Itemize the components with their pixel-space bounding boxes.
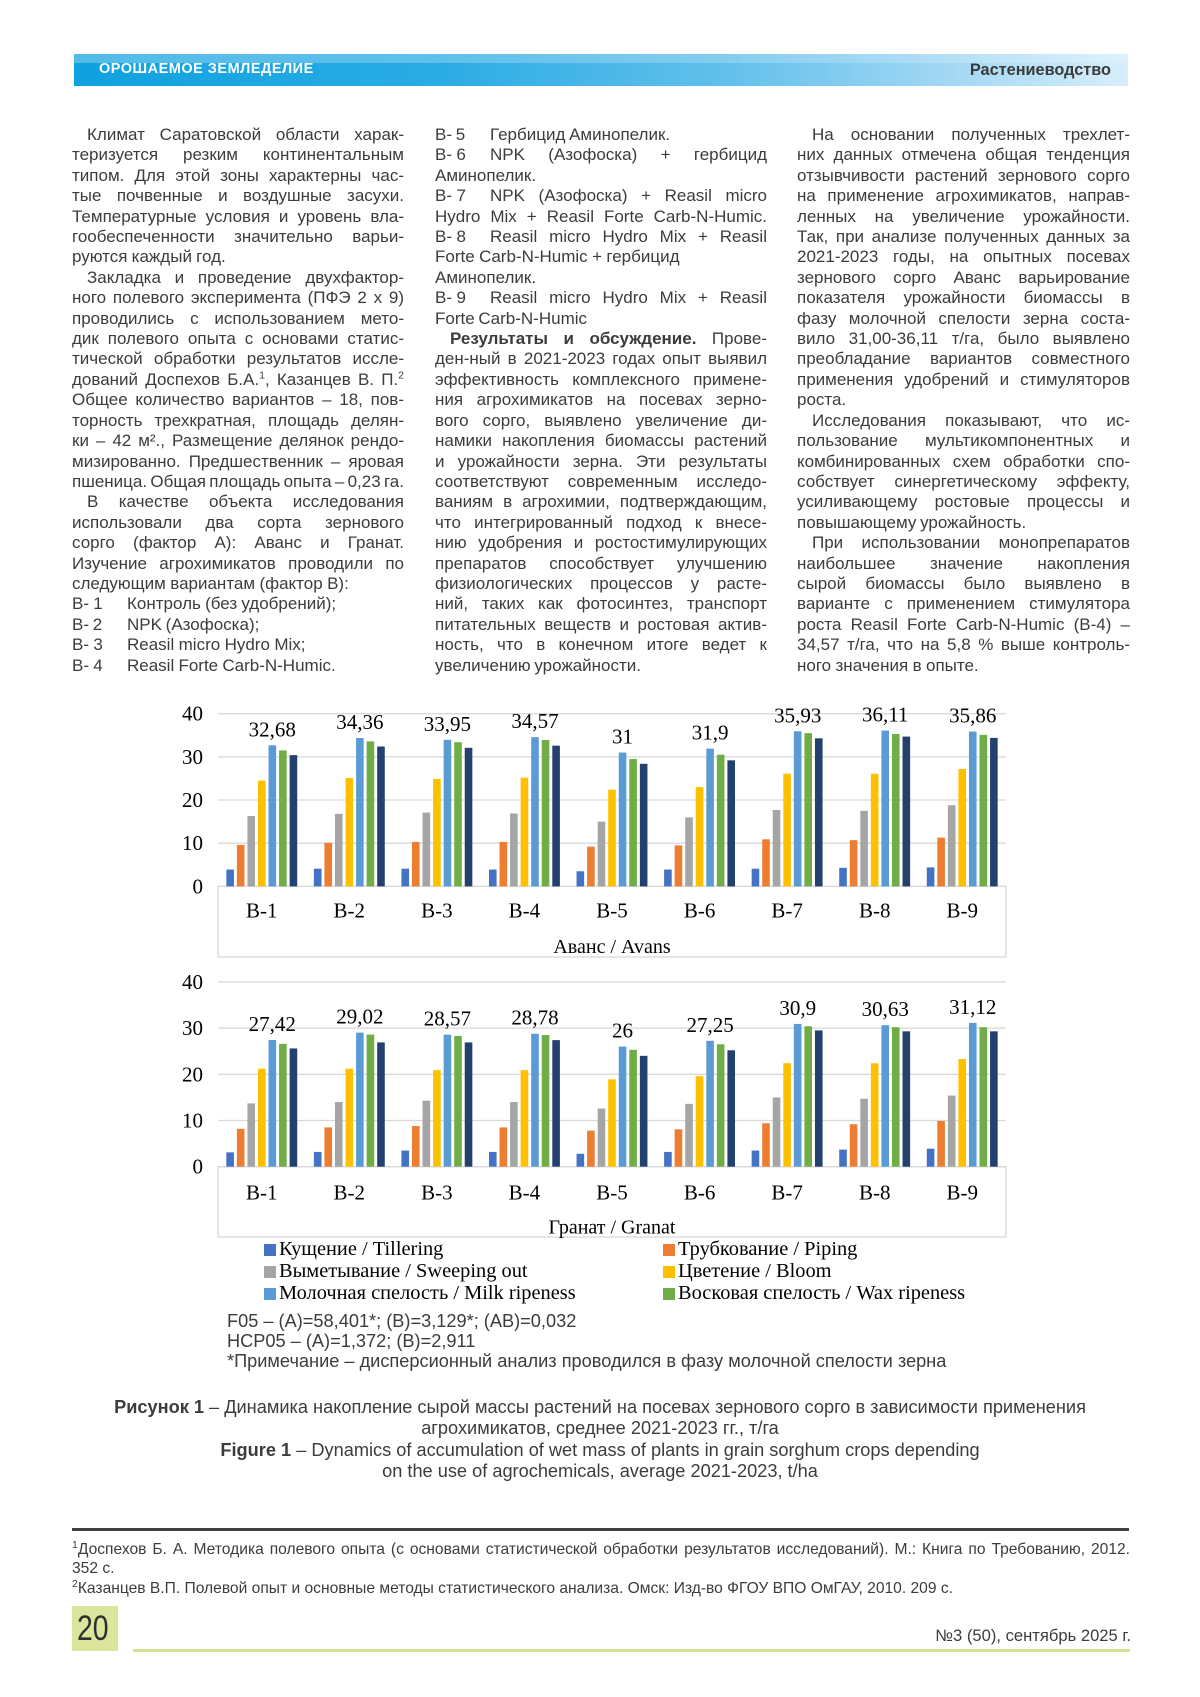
svg-text:В-9: В-9 bbox=[946, 1181, 978, 1205]
svg-text:27,25: 27,25 bbox=[686, 1013, 733, 1037]
svg-text:35,86: 35,86 bbox=[949, 704, 996, 728]
svg-text:20: 20 bbox=[182, 788, 203, 812]
svg-text:26: 26 bbox=[612, 1019, 633, 1043]
svg-text:В-7: В-7 bbox=[771, 899, 803, 923]
svg-text:В-3: В-3 bbox=[421, 1181, 453, 1205]
svg-text:В-6: В-6 bbox=[684, 899, 716, 923]
svg-text:Аванс / Avans: Аванс / Avans bbox=[553, 936, 670, 958]
svg-text:0: 0 bbox=[193, 874, 204, 898]
svg-text:31,12: 31,12 bbox=[949, 995, 996, 1019]
svg-text:В-8: В-8 bbox=[859, 899, 891, 923]
svg-text:36,11: 36,11 bbox=[862, 703, 908, 727]
svg-text:В-2: В-2 bbox=[334, 1181, 366, 1205]
svg-text:В-7: В-7 bbox=[771, 1181, 803, 1205]
svg-text:0: 0 bbox=[193, 1155, 204, 1179]
svg-text:29,02: 29,02 bbox=[336, 1005, 383, 1029]
svg-text:В-2: В-2 bbox=[334, 899, 366, 923]
svg-text:В-3: В-3 bbox=[421, 899, 453, 923]
svg-text:30,9: 30,9 bbox=[779, 996, 816, 1020]
svg-text:В-1: В-1 bbox=[246, 899, 277, 923]
svg-text:В-4: В-4 bbox=[509, 899, 541, 923]
svg-text:20: 20 bbox=[182, 1062, 203, 1086]
svg-text:35,93: 35,93 bbox=[774, 703, 821, 727]
svg-text:40: 40 bbox=[182, 702, 203, 726]
svg-text:10: 10 bbox=[182, 1109, 203, 1133]
svg-text:32,68: 32,68 bbox=[249, 717, 296, 741]
svg-text:34,36: 34,36 bbox=[336, 710, 383, 734]
svg-text:27,42: 27,42 bbox=[249, 1012, 296, 1036]
svg-text:28,57: 28,57 bbox=[424, 1007, 471, 1031]
svg-text:31: 31 bbox=[612, 725, 633, 749]
svg-text:В-8: В-8 bbox=[859, 1181, 891, 1205]
svg-text:В-6: В-6 bbox=[684, 1181, 716, 1205]
svg-text:30,63: 30,63 bbox=[862, 997, 909, 1021]
svg-text:31,9: 31,9 bbox=[692, 721, 729, 745]
svg-text:В-4: В-4 bbox=[509, 1181, 541, 1205]
svg-text:В-5: В-5 bbox=[596, 899, 628, 923]
svg-text:34,57: 34,57 bbox=[511, 709, 558, 733]
svg-text:Гранат / Granat: Гранат / Granat bbox=[549, 1217, 676, 1239]
svg-text:30: 30 bbox=[182, 745, 203, 769]
svg-text:30: 30 bbox=[182, 1016, 203, 1040]
svg-text:33,95: 33,95 bbox=[424, 712, 471, 736]
svg-text:В-1: В-1 bbox=[246, 1181, 277, 1205]
svg-text:10: 10 bbox=[182, 831, 203, 855]
svg-text:В-5: В-5 bbox=[596, 1181, 628, 1205]
svg-text:40: 40 bbox=[182, 970, 203, 994]
svg-text:В-9: В-9 bbox=[946, 899, 978, 923]
svg-text:28,78: 28,78 bbox=[511, 1006, 558, 1030]
